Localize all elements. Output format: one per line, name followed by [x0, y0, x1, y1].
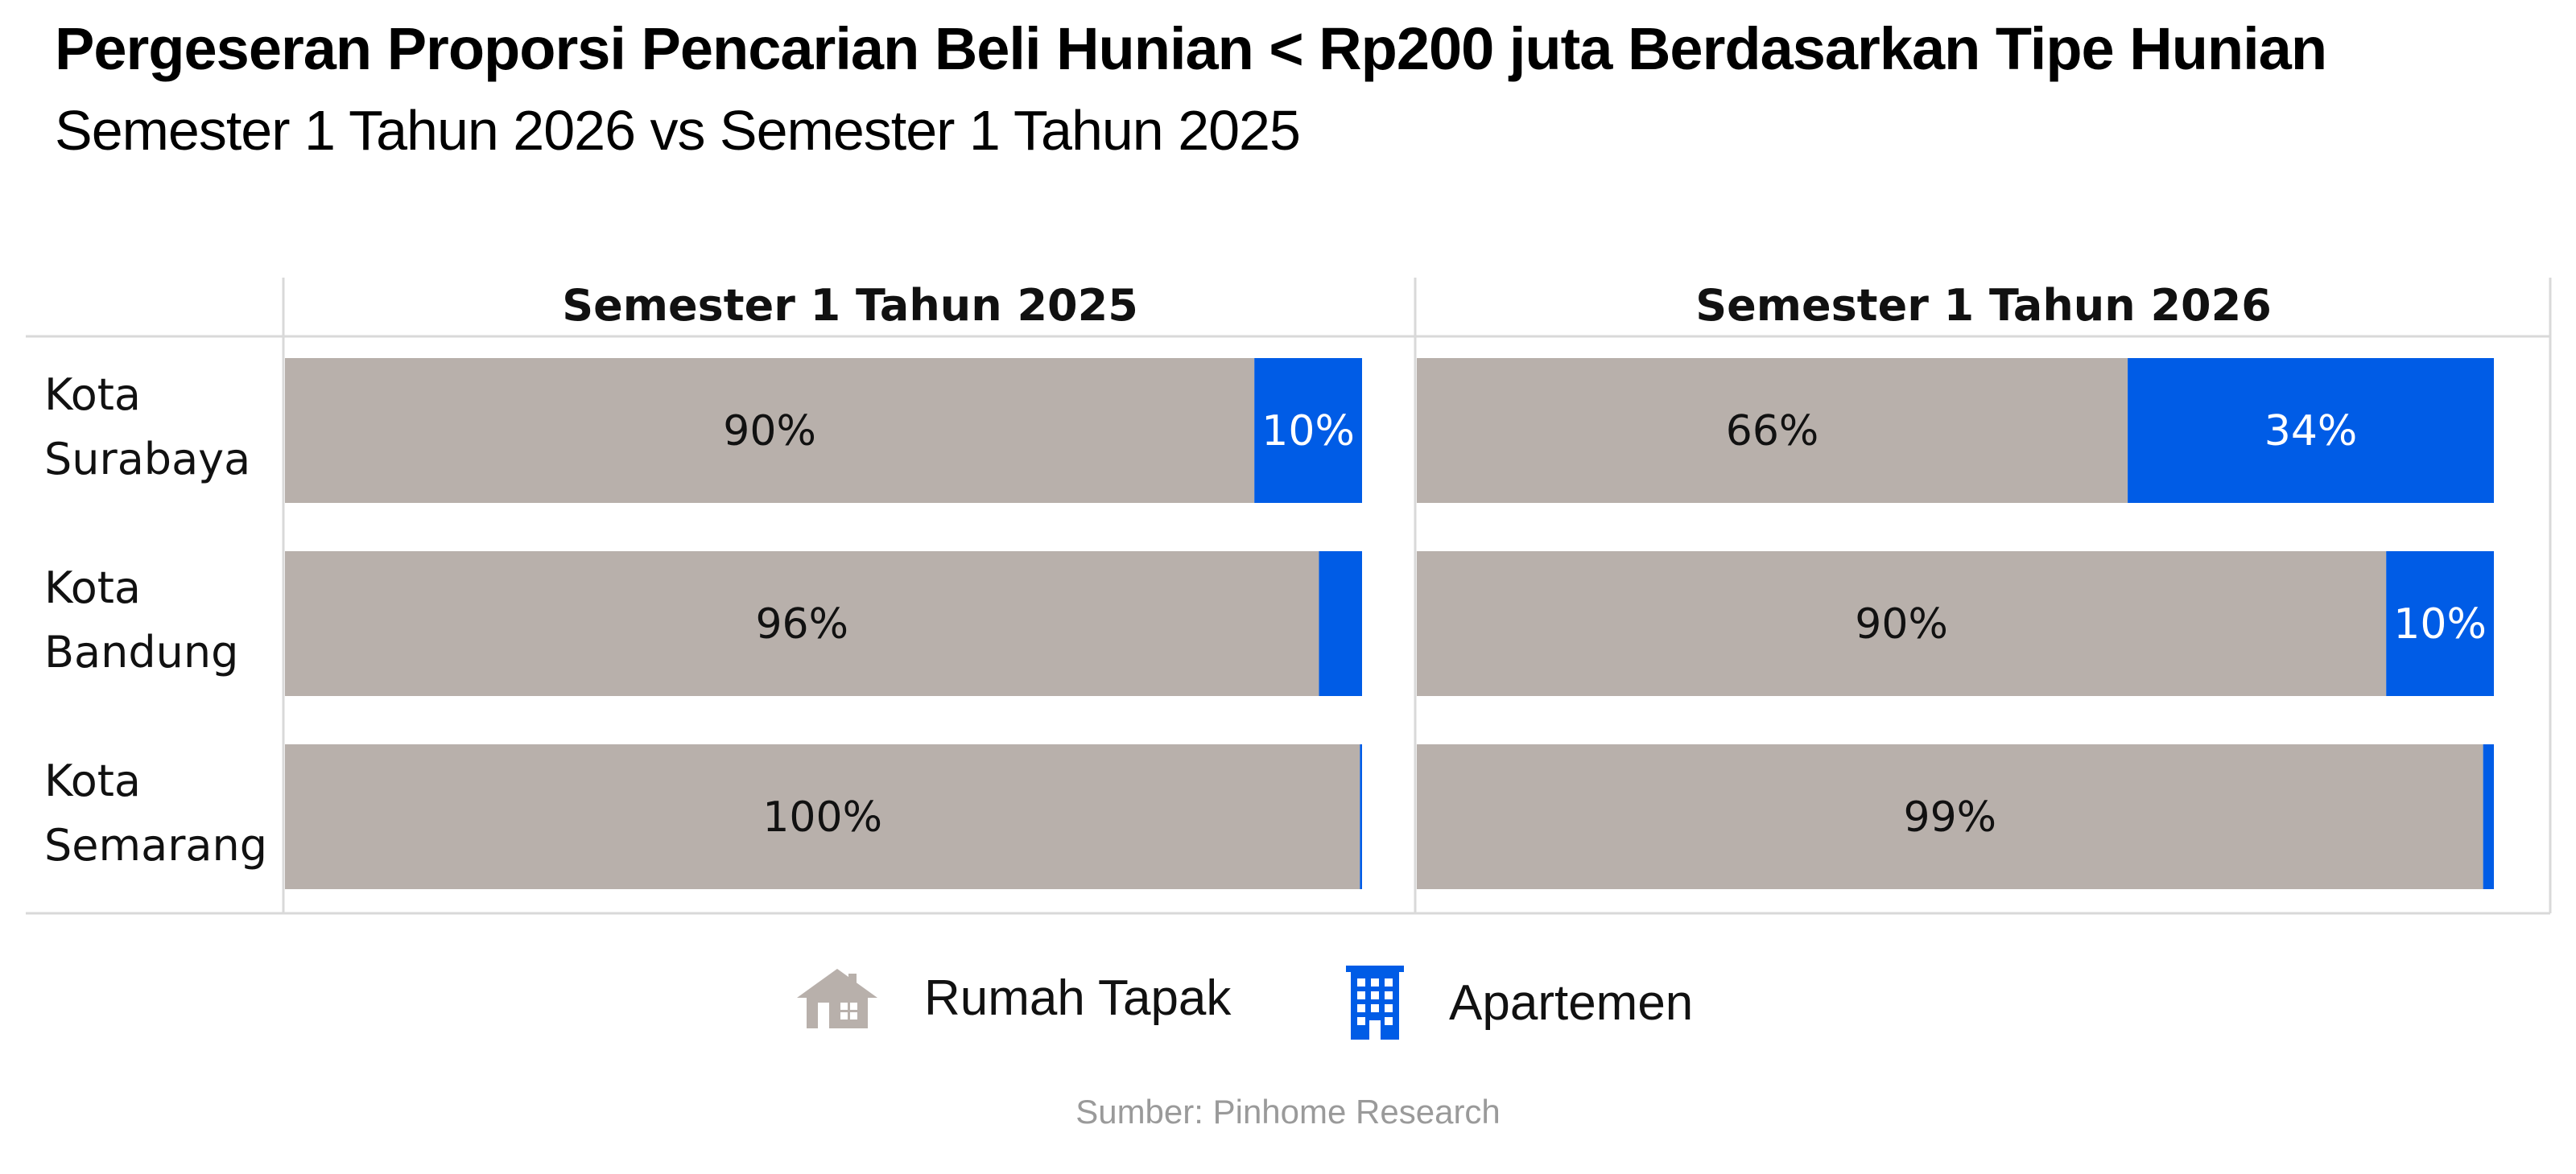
chart-subtitle: Semester 1 Tahun 2026 vs Semester 1 Tahu…: [55, 99, 1301, 162]
category-label-1-line-1: Bandung: [44, 627, 238, 678]
category-label-2-line-1: Semarang: [44, 820, 267, 871]
bar-p1-row0-rumah-tapak: [1417, 358, 2128, 503]
data-label-p0-row0-apartemen: 10%: [1261, 407, 1355, 455]
data-label-p0-row0-rumah-tapak: 90%: [723, 407, 816, 455]
bar-p0-row0-apartemen: [1254, 358, 1362, 503]
data-label-p0-row1-rumah-tapak: 96%: [755, 600, 848, 649]
data-label-p1-row0-rumah-tapak: 66%: [1726, 407, 1819, 455]
bar-p0-row2-apartemen: [1360, 744, 1362, 889]
legend-item-rumah-tapak: Rumah Tapak: [795, 966, 1231, 1030]
category-label-0-line-0: Kota: [44, 369, 141, 420]
stacked-bar-chart: Kota Surabaya Kota Bandung Kota Semarang Semes…: [26, 278, 2552, 915]
bar-p1-row2-apartemen: [2483, 744, 2494, 889]
panel-title-1: Semester 1 Tahun 2026: [1695, 280, 2272, 331]
chart-title: Pergeseran Proporsi Pencarian Beli Hunia…: [55, 15, 2327, 82]
apartment-building-icon: [1346, 966, 1404, 1040]
data-label-p1-row2-rumah-tapak: 99%: [1904, 793, 1997, 842]
data-label-p0-row2-rumah-tapak: 100%: [762, 793, 882, 842]
data-label-p1-row0-apartemen: 34%: [2264, 407, 2358, 455]
bar-p1-row0-apartemen: [2128, 358, 2494, 503]
category-label-0-line-1: Surabaya: [44, 434, 250, 484]
category-label-1-line-0: Kota: [44, 562, 141, 613]
bar-p0-row1-apartemen: [1319, 551, 1362, 696]
bar-p1-row1-apartemen: [2386, 551, 2494, 696]
bar-p0-row2-rumah-tapak: [285, 744, 1360, 889]
data-label-p1-row1-apartemen: 10%: [2393, 600, 2487, 649]
legend-item-apartemen: Apartemen: [1346, 966, 1693, 1040]
legend-label-apartemen: Apartemen: [1449, 974, 1694, 1031]
bar-p1-row1-rumah-tapak: [1417, 551, 2387, 696]
bar-p0-row0-rumah-tapak: [285, 358, 1255, 503]
panel-title-0: Semester 1 Tahun 2025: [562, 280, 1138, 331]
category-label-2-line-0: Kota: [44, 756, 141, 806]
bar-p0-row1-rumah-tapak: [285, 551, 1319, 696]
house-icon: [797, 969, 877, 1028]
bar-p1-row2-rumah-tapak: [1417, 744, 2483, 889]
data-label-p1-row1-rumah-tapak: 90%: [1855, 600, 1948, 649]
source-note: Sumber: Pinhome Research: [1075, 1093, 1501, 1131]
legend-label-rumah-tapak: Rumah Tapak: [924, 970, 1232, 1026]
